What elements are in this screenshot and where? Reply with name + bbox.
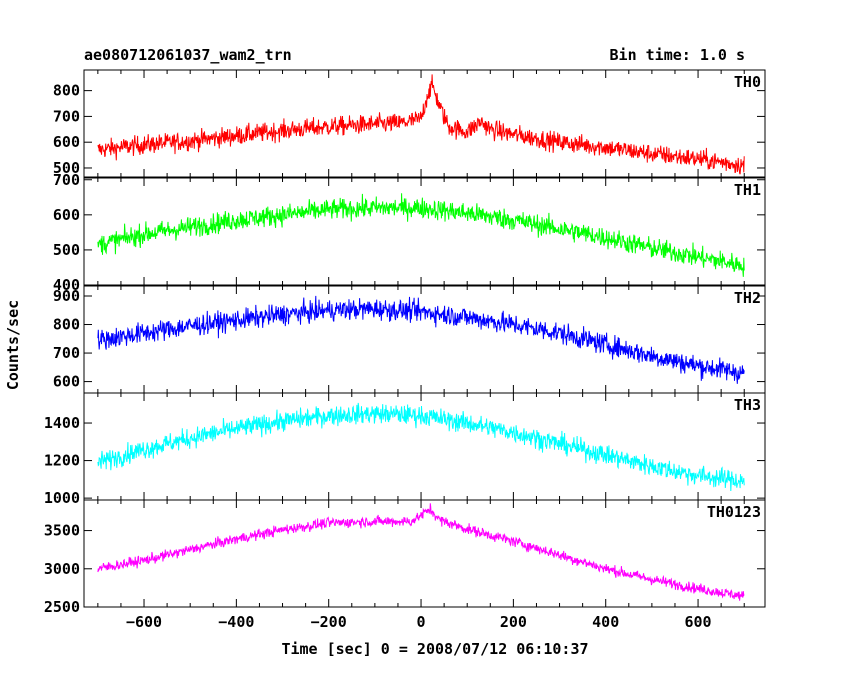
x-tick-label: 600	[685, 613, 712, 631]
panel-th1: TH1 400 500 600 700	[53, 171, 766, 294]
series-th3	[97, 402, 745, 492]
x-axis-label: Time [sec] 0 = 2008/07/12 06:10:37	[281, 640, 588, 658]
y-tick-label: 700	[53, 344, 80, 362]
x-tick-label: −400	[218, 613, 254, 631]
panel-label: TH2	[734, 289, 761, 307]
panel-label: TH0	[734, 73, 761, 91]
panel-frame	[83, 177, 766, 286]
y-axis-label: Counts/sec	[4, 300, 22, 390]
panel-frame	[83, 499, 766, 608]
y-tick-label: 1400	[44, 414, 80, 432]
y-tick-label: 500	[53, 241, 80, 259]
y-tick-label: 3000	[44, 560, 80, 578]
y-tick-label: 800	[53, 82, 80, 100]
y-tick-label: 2500	[44, 598, 80, 616]
x-tick-label: 400	[592, 613, 619, 631]
panel-th0: TH0 500 600 700 800	[53, 69, 766, 178]
chart-title: ae080712061037_wam2_trn	[84, 46, 292, 64]
x-tick-label: 200	[500, 613, 527, 631]
bin-time-label: Bin time: 1.0 s	[610, 46, 745, 64]
panel-frame	[83, 69, 766, 178]
x-tick-label: −600	[126, 613, 162, 631]
x-tick-label: −200	[311, 613, 347, 631]
series-th0	[97, 74, 745, 175]
y-tick-label: 500	[53, 159, 80, 177]
panel-label: TH3	[734, 396, 761, 414]
panel-label: TH0123	[707, 503, 761, 521]
y-tick-label: 700	[53, 171, 80, 189]
y-tick-label: 700	[53, 107, 80, 125]
panel-frame	[83, 392, 766, 501]
panel-label: TH1	[734, 181, 761, 199]
panel-frame	[83, 285, 766, 394]
y-tick-label: 800	[53, 316, 80, 334]
y-tick-label: 600	[53, 206, 80, 224]
y-tick-label: 400	[53, 276, 80, 294]
panel-th2: TH2 600 700 800 900	[53, 285, 766, 394]
series-th2	[97, 295, 745, 384]
y-tick-label: 3500	[44, 522, 80, 540]
panels-group: TH0 500 600 700 800 TH1 400 500 600 700 TH2 600 700 8…	[44, 69, 766, 631]
y-tick-label: 1000	[44, 489, 80, 507]
series-th0123	[97, 503, 745, 601]
series-th1	[97, 193, 745, 277]
panel-th0123: TH0123 2500 3000 3500 −600 −400 −200 0 200 400 600	[44, 499, 766, 631]
y-tick-label: 600	[53, 133, 80, 151]
x-tick-label: 0	[417, 613, 426, 631]
panel-th3: TH3 1000 1200 1400	[44, 392, 766, 507]
y-tick-label: 900	[53, 287, 80, 305]
y-tick-label: 1200	[44, 452, 80, 470]
y-tick-label: 600	[53, 373, 80, 391]
